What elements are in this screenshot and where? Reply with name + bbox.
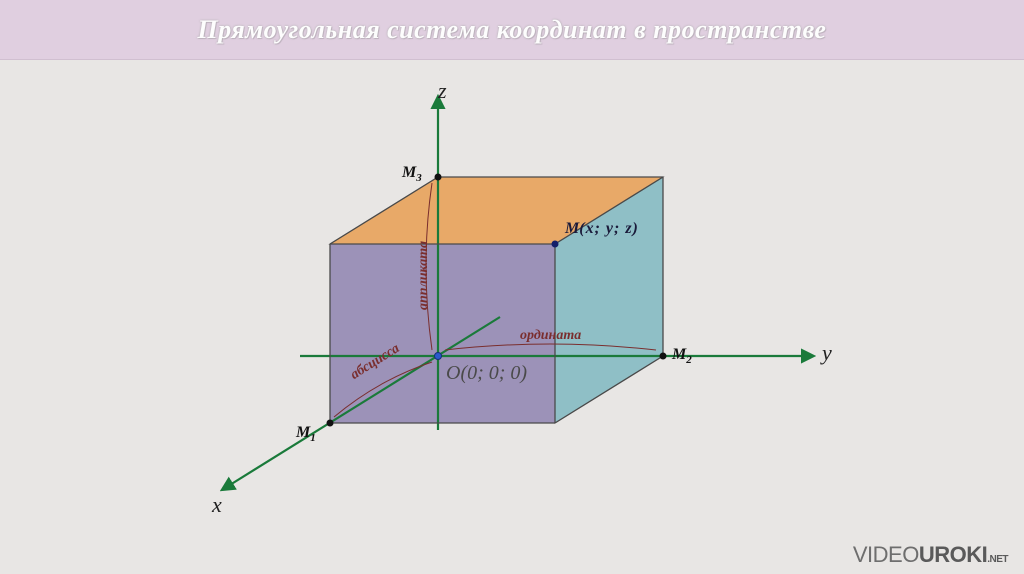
applicate-label: аппликата: [416, 241, 432, 310]
point-origin: [435, 353, 442, 360]
y-axis-label: y: [822, 340, 832, 366]
m1-label: M1: [296, 424, 316, 444]
origin-label: O(0; 0; 0): [446, 362, 527, 385]
coordinate-diagram: z y x M3 M2 M1 M(x; y; z) O(0; 0; 0) орд…: [0, 60, 1024, 540]
watermark: VIDEOUROKI.NET: [853, 542, 1008, 568]
point-m: [552, 241, 559, 248]
header-bar: Прямоугольная система координат в простр…: [0, 0, 1024, 60]
z-axis-label: z: [438, 78, 447, 104]
point-m3: [435, 174, 442, 181]
point-m2: [660, 353, 667, 360]
diagram-svg: [0, 60, 1024, 540]
page-title: Прямоугольная система координат в простр…: [198, 15, 827, 45]
point-m1: [327, 420, 334, 427]
m2-label: M2: [672, 346, 692, 366]
m-label: M(x; y; z): [565, 220, 639, 238]
x-axis-label: x: [212, 492, 222, 518]
m3-label: M3: [402, 164, 422, 184]
ordinate-label: ордината: [520, 328, 581, 344]
